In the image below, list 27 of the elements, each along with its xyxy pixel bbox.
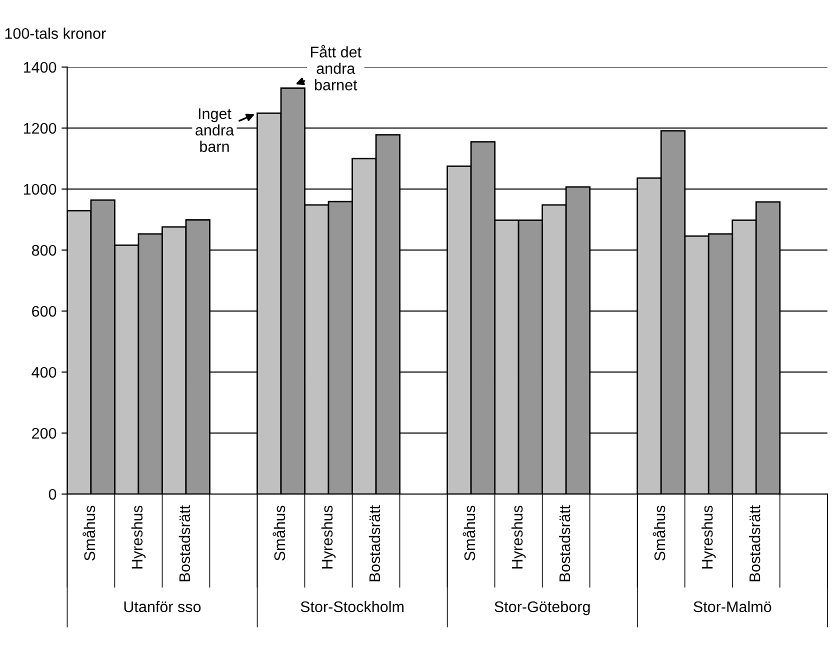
x-tick-label: Hyreshus	[511, 506, 526, 568]
y-axis-title: 100-tals kronor	[5, 28, 106, 39]
x-tick-label: Småhus	[272, 506, 286, 561]
text: Stor-Göteborg	[494, 600, 590, 616]
x-tick-label: Hyreshus	[321, 506, 336, 568]
legend-label: Inget andra barn	[196, 108, 234, 152]
text: Stor-Stockholm	[300, 600, 404, 612]
text: Stor-Malmö	[694, 600, 772, 612]
y-tick-label: 600	[32, 306, 56, 317]
y-tick-label: 1400	[24, 62, 56, 73]
y-tick-label: 1200	[24, 122, 56, 134]
y-tick-label: 1000	[24, 184, 56, 195]
text: Utanför sso	[124, 600, 201, 612]
x-tick-label: Småhus	[82, 506, 96, 561]
x-tick-label: Hyreshus	[131, 506, 146, 568]
y-tick-label: 0	[48, 488, 56, 500]
y-tick-label: 400	[32, 366, 56, 378]
series-label: Fått det andra barnet	[311, 45, 362, 90]
x-tick-label: Bostadsrätt	[749, 505, 760, 582]
x-tick-label: Hyreshus	[702, 506, 716, 568]
x-tick-label: Småhus	[652, 506, 666, 561]
x-tick-label: Bostadsrätt	[368, 505, 380, 582]
x-tick-label: Bostadsrätt	[178, 505, 190, 582]
x-tick-label: Bostadsrätt	[558, 505, 570, 582]
x-tick-label: Småhus	[462, 506, 476, 561]
y-tick-label: 800	[32, 244, 56, 256]
y-tick-label: 200	[32, 428, 56, 439]
